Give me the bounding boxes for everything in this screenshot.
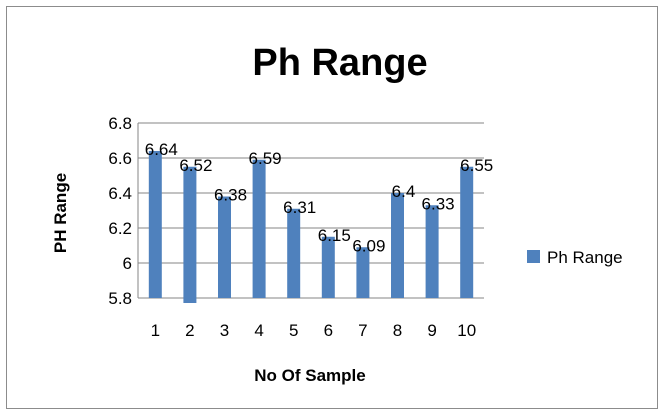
y-tick-label: 6.2 xyxy=(108,219,132,238)
chart-title: Ph Range xyxy=(252,42,427,84)
y-tick-label: 6.8 xyxy=(108,114,132,133)
x-tick-label: 9 xyxy=(427,321,436,340)
x-tick-label: 4 xyxy=(254,321,263,340)
bar xyxy=(425,205,439,298)
y-tick-label: 5.8 xyxy=(108,289,132,308)
data-label: 6.15 xyxy=(318,226,351,245)
data-labels: 6.646.526.386.59 6.316.156.09 6.4 6.33 6.55 xyxy=(145,140,493,255)
bar xyxy=(356,247,370,298)
bar xyxy=(287,208,301,298)
x-axis-title: No Of Sample xyxy=(254,366,365,385)
y-tick-label: 6.4 xyxy=(108,184,132,203)
legend: Ph Range xyxy=(527,248,623,267)
data-label: 6.31 xyxy=(283,198,316,217)
x-tick-label: 10 xyxy=(457,321,476,340)
data-label: 6.33 xyxy=(422,194,455,213)
chart-area xyxy=(6,6,658,409)
y-axis-title: PH Range xyxy=(51,173,70,253)
bar xyxy=(183,166,197,303)
x-tick-label: 3 xyxy=(220,321,229,340)
data-label: 6.38 xyxy=(214,186,247,205)
bar xyxy=(391,193,404,298)
x-tick-label: 6 xyxy=(324,321,333,340)
bar xyxy=(218,196,231,298)
tick-labels: 5.8 6 6.2 6.4 6.6 6.8 1 2 3 4 5 6 7 8 9 10 xyxy=(108,114,476,340)
x-tick-label: 2 xyxy=(185,321,194,340)
x-tick-label: 7 xyxy=(358,321,367,340)
x-tick-label: 8 xyxy=(393,321,402,340)
data-label: 6.64 xyxy=(145,140,178,159)
legend-swatch xyxy=(527,250,540,263)
bar xyxy=(148,151,162,298)
x-tick-label: 5 xyxy=(289,321,298,340)
data-label: 6.59 xyxy=(249,149,282,168)
bar xyxy=(321,236,335,298)
bar xyxy=(460,166,474,298)
data-label: 6.4 xyxy=(392,182,416,201)
bars xyxy=(148,151,474,303)
x-tick-label: 1 xyxy=(151,321,160,340)
data-label: 6.52 xyxy=(179,156,212,175)
data-label: 6.55 xyxy=(460,156,493,175)
y-tick-label: 6 xyxy=(123,254,132,273)
bar xyxy=(252,159,266,298)
y-tick-label: 6.6 xyxy=(108,149,132,168)
data-label: 6.09 xyxy=(352,236,385,255)
legend-label: Ph Range xyxy=(547,248,623,267)
